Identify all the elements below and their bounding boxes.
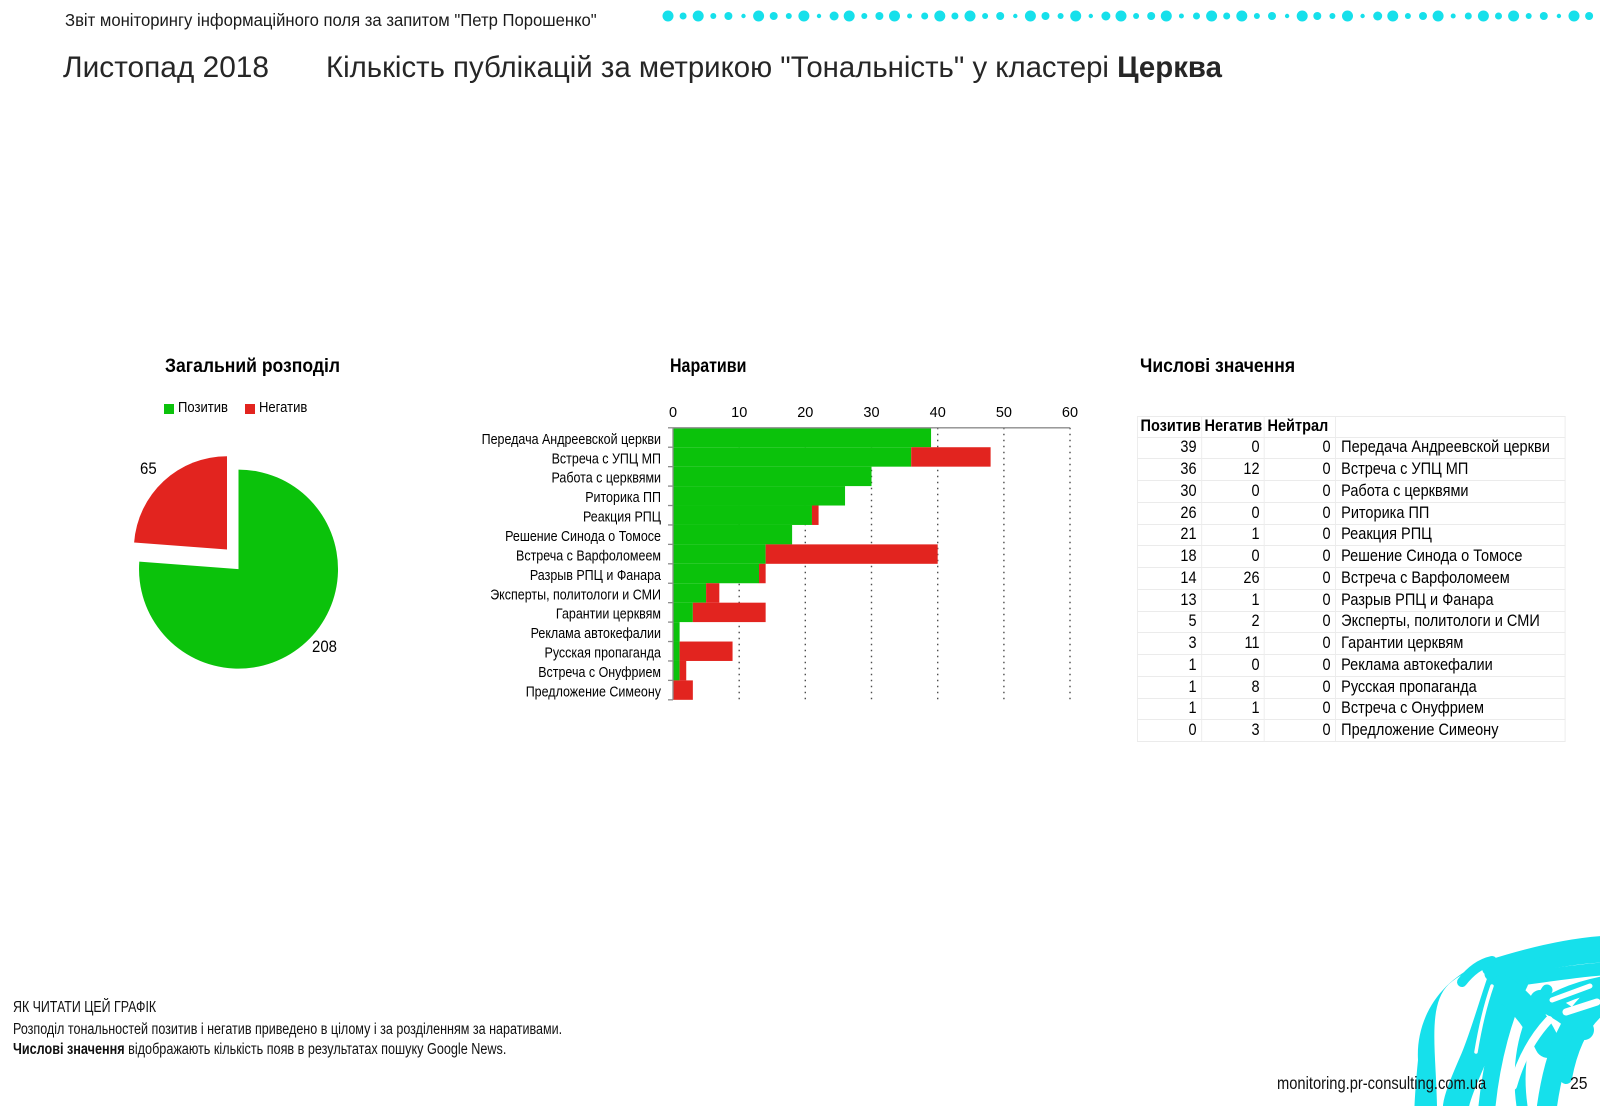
svg-text:50: 50 — [996, 405, 1012, 421]
svg-text:0: 0 — [669, 405, 677, 421]
svg-text:20: 20 — [797, 405, 813, 421]
svg-text:Гарантии церквям: Гарантии церквям — [556, 607, 661, 623]
svg-text:Работа с церквями: Работа с церквями — [552, 471, 662, 487]
svg-text:60: 60 — [1062, 405, 1078, 421]
svg-text:Встреча с УПЦ МП: Встреча с УПЦ МП — [552, 451, 661, 467]
svg-text:Русская пропаганда: Русская пропаганда — [545, 646, 662, 662]
svg-text:30: 30 — [863, 405, 879, 421]
svg-text:40: 40 — [930, 405, 946, 421]
svg-text:Риторика ПП: Риторика ПП — [585, 490, 661, 506]
svg-text:Предложение Симеону: Предложение Симеону — [526, 684, 662, 700]
svg-text:Реклама автокефалии: Реклама автокефалии — [531, 626, 661, 642]
svg-text:Разрыв РПЦ и Фанара: Разрыв РПЦ и Фанара — [530, 568, 662, 584]
svg-text:10: 10 — [731, 405, 747, 421]
svg-text:Встреча с Варфоломеем: Встреча с Варфоломеем — [516, 548, 661, 564]
svg-text:Реакция РПЦ: Реакция РПЦ — [583, 510, 661, 526]
svg-text:Эксперты, политологи и СМИ: Эксперты, политологи и СМИ — [490, 587, 661, 603]
svg-text:Передача Андреевской церкви: Передача Андреевской церкви — [482, 432, 661, 448]
svg-text:Встреча с Онуфрием: Встреча с Онуфрием — [538, 665, 661, 681]
svg-text:Решение Синода о Томосе: Решение Синода о Томосе — [505, 529, 661, 545]
